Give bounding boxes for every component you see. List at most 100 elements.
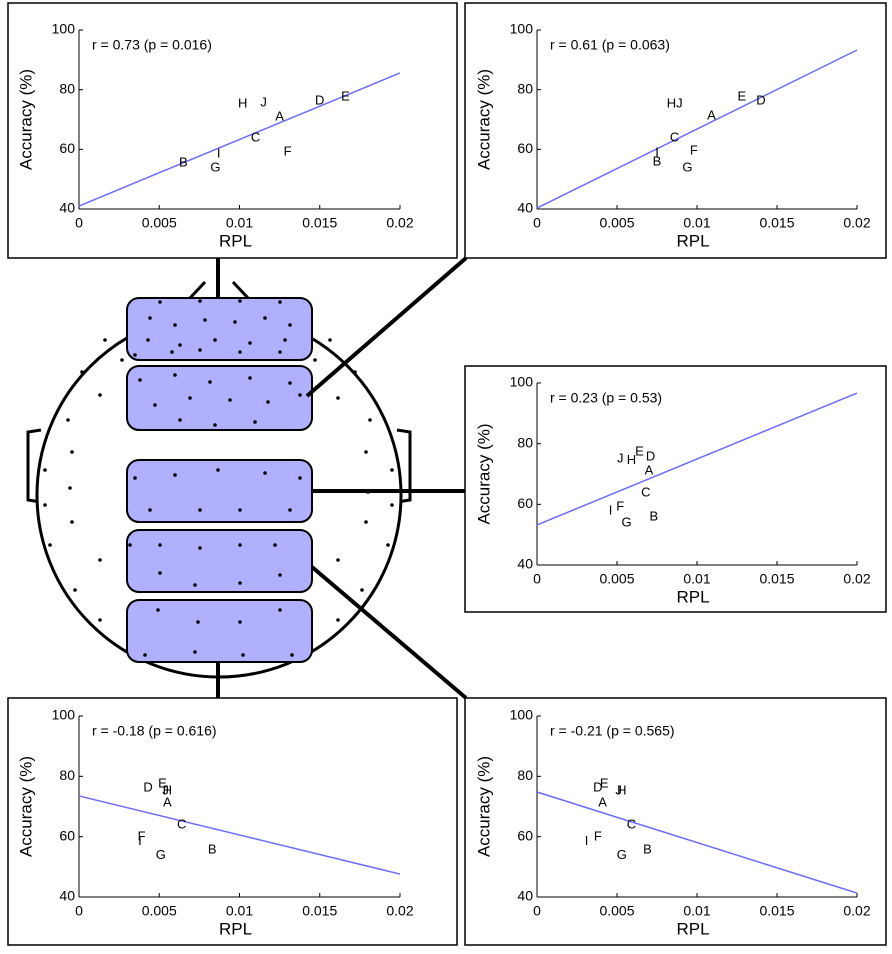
point-label: F xyxy=(284,143,292,158)
electrode xyxy=(213,423,217,427)
electrode xyxy=(364,450,368,454)
electrode xyxy=(193,583,197,587)
chart-panel: 0 0.005 0.01 0.015 0.02 40 60 80 100 RPL Accuracy … xyxy=(464,2,887,259)
y-tick-label: 100 xyxy=(510,21,534,37)
electrode xyxy=(283,338,287,342)
point-label: B xyxy=(653,153,662,168)
point-label: J xyxy=(260,95,267,110)
y-tick-label: 60 xyxy=(59,140,75,156)
y-tick-label: 40 xyxy=(517,200,533,216)
region xyxy=(126,297,313,361)
chart-panel: 0 0.005 0.01 0.015 0.02 40 60 80 100 RPL Accuracy … xyxy=(464,365,887,613)
annotation: r = -0.21 (p = 0.565) xyxy=(550,723,675,739)
point-label: A xyxy=(163,794,172,809)
electrode xyxy=(133,353,137,357)
point-label: E xyxy=(158,775,167,790)
electrode xyxy=(238,508,242,512)
y-tick-label: 80 xyxy=(59,80,75,96)
electrode xyxy=(298,393,302,397)
y-tick-label: 80 xyxy=(517,80,533,96)
x-tick-label: 0.02 xyxy=(386,903,413,919)
electrode xyxy=(263,471,267,475)
electrode xyxy=(360,588,364,592)
panel-frame xyxy=(464,365,887,613)
electrode xyxy=(336,396,340,400)
x-tick-label: 0.015 xyxy=(302,903,337,919)
electrode xyxy=(266,400,270,404)
electrode xyxy=(238,350,242,354)
right-ear xyxy=(396,428,412,504)
electrode xyxy=(98,618,102,622)
y-tick-label: 80 xyxy=(59,767,75,783)
x-tick-label: 0.015 xyxy=(759,903,794,919)
point-label: E xyxy=(635,444,644,459)
y-axis-label: Accuracy (%) xyxy=(474,69,493,170)
point-label: I xyxy=(217,146,221,161)
electrode xyxy=(241,653,245,657)
region xyxy=(126,365,313,431)
x-tick-label: 0.02 xyxy=(843,903,870,919)
x-tick-label: 0.015 xyxy=(302,215,337,231)
electrode xyxy=(216,468,220,472)
head-diagram xyxy=(26,256,468,700)
x-tick-label: 0.005 xyxy=(599,903,634,919)
point-label: D xyxy=(646,448,655,463)
y-tick-label: 40 xyxy=(517,888,533,904)
point-label: D xyxy=(756,92,765,107)
electrode xyxy=(364,520,368,524)
x-tick-label: 0.005 xyxy=(142,903,177,919)
electrode xyxy=(278,608,282,612)
y-axis-label: Accuracy (%) xyxy=(474,756,493,857)
point-label: I xyxy=(655,144,659,159)
electrode xyxy=(278,300,282,304)
point-label: D xyxy=(143,780,152,795)
chart-panel: 0 0.005 0.01 0.015 0.02 40 60 80 100 RPL Accuracy … xyxy=(7,697,458,946)
point-label: G xyxy=(617,847,627,862)
electrode xyxy=(288,381,292,385)
electrode xyxy=(70,520,74,524)
electrode xyxy=(143,653,147,657)
x-tick-label: 0.005 xyxy=(599,571,634,587)
point-label: F xyxy=(138,828,146,843)
electrode xyxy=(43,503,47,507)
y-tick-label: 80 xyxy=(517,434,533,450)
electrode xyxy=(48,543,52,547)
fit-line xyxy=(78,795,401,875)
electrode xyxy=(80,370,84,374)
point-label: A xyxy=(707,107,716,122)
point-label: J xyxy=(162,782,169,797)
electrode xyxy=(390,503,394,507)
electrode xyxy=(70,450,74,454)
electrode xyxy=(253,420,257,424)
electrode xyxy=(170,350,174,354)
y-axis-label: Accuracy (%) xyxy=(474,423,493,524)
x-tick-label: 0 xyxy=(75,215,83,231)
point-label: J xyxy=(615,782,622,797)
electrode xyxy=(103,338,107,342)
electrode xyxy=(313,358,317,362)
electrode xyxy=(196,620,200,624)
x-tick-label: 0 xyxy=(533,215,541,231)
x-tick-label: 0.015 xyxy=(759,571,794,587)
point-label: H xyxy=(667,95,676,110)
electrode xyxy=(328,338,332,342)
panel-frame xyxy=(7,2,458,259)
left-ear xyxy=(26,428,42,504)
connector xyxy=(310,565,468,700)
electrode xyxy=(238,620,242,624)
electrode xyxy=(298,476,302,480)
electrode xyxy=(158,543,162,547)
point-label: F xyxy=(690,143,698,158)
y-tick-label: 40 xyxy=(59,888,75,904)
point-label: H xyxy=(163,782,172,797)
electrode xyxy=(138,378,142,382)
point-label: B xyxy=(643,841,652,856)
point-label: E xyxy=(600,775,609,790)
annotation: r = -0.18 (p = 0.616) xyxy=(92,723,217,739)
y-axis-label: Accuracy (%) xyxy=(16,756,35,857)
point-label: G xyxy=(622,515,632,530)
point-label: C xyxy=(627,816,636,831)
electrode xyxy=(120,358,124,362)
point-label: F xyxy=(594,828,602,843)
